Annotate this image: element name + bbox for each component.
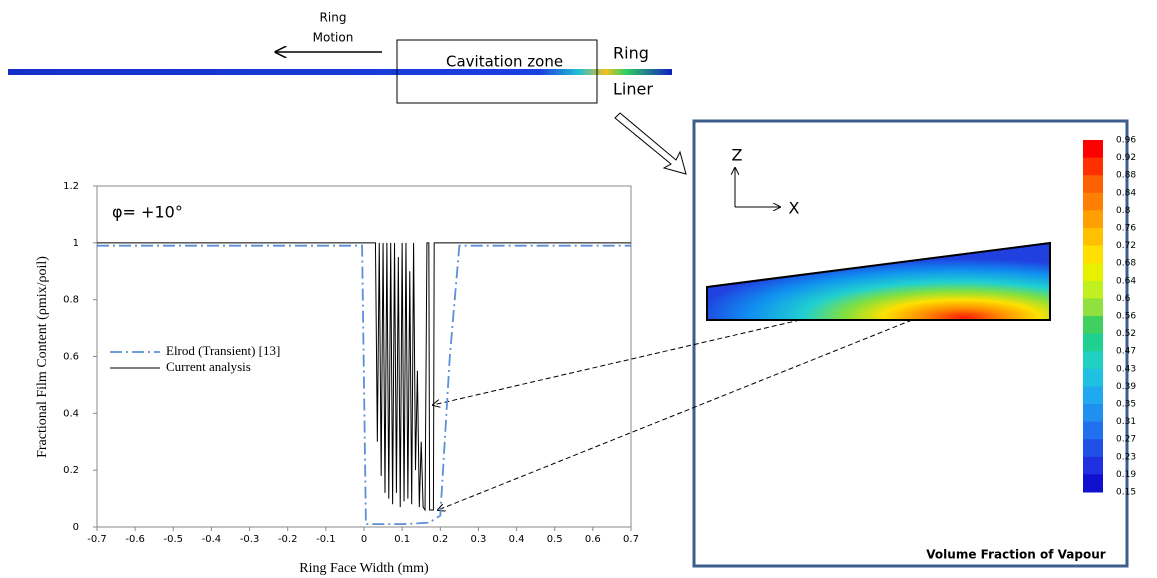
annotation: φ= +10° — [112, 203, 183, 222]
colorbar-band — [1083, 263, 1103, 282]
colorbar-label: 0.72 — [1116, 241, 1136, 251]
y-tick-label: 0.6 — [63, 352, 79, 363]
x-tick-label: 0.5 — [547, 534, 563, 545]
colorbar-label: 0.23 — [1116, 452, 1136, 462]
colorbar-label: 0.31 — [1116, 417, 1136, 427]
colorbar-band — [1083, 439, 1103, 458]
x-tick-label: 0.4 — [509, 534, 525, 545]
colorbar-label: 0.35 — [1116, 400, 1136, 410]
colorbar-band — [1083, 368, 1103, 387]
y-axis-title: Fractional Film Content (ρmix/ρoil) — [35, 256, 50, 458]
x-tick-label: -0.3 — [240, 534, 260, 545]
zone-box — [396, 39, 598, 104]
colorbar-band — [1083, 421, 1103, 440]
colorbar-band — [1083, 456, 1103, 475]
x-tick-label: -0.6 — [125, 534, 145, 545]
colorbar-label: 0.47 — [1116, 347, 1136, 357]
colorbar-label: 0.8 — [1116, 206, 1131, 216]
zone-label: Cavitation zone — [446, 53, 563, 71]
colorbar-band — [1083, 210, 1103, 229]
chart: -0.7 -0.6 -0.5 -0.4 -0.3 -0.2 -0.1 0 0.1 0.2 0.3 0.… — [35, 181, 639, 576]
series-line — [97, 242, 631, 512]
liner-label: Liner — [613, 80, 653, 99]
colorbar: 0.96 0.92 0.88 0.84 0.8 0.76 0.72 0.68 0.64 0.6 0.… — [1083, 136, 1136, 498]
legend-label: Current analysis — [166, 359, 251, 374]
colorbar-band — [1083, 157, 1103, 176]
colorbar-band — [1083, 298, 1103, 317]
oil-film — [8, 69, 672, 75]
colorbar-label: 0.84 — [1116, 188, 1136, 198]
colorbar-label: 0.43 — [1116, 364, 1136, 374]
colorbar-band — [1083, 351, 1103, 370]
x-tick-label: 0.7 — [623, 534, 639, 545]
colorbar-band — [1083, 192, 1103, 211]
callout-arrow — [433, 319, 801, 405]
colorbar-label: 0.92 — [1116, 153, 1136, 163]
colorbar-band — [1083, 280, 1103, 299]
colorbar-band — [1083, 474, 1103, 493]
colorbar-label: 0.88 — [1116, 171, 1136, 181]
colorbar-band — [1083, 404, 1103, 423]
colorbar-label: 0.19 — [1116, 470, 1136, 480]
colorbar-band — [1083, 333, 1103, 352]
series-line — [97, 244, 631, 526]
x-label: X — [789, 199, 800, 218]
x-tick-label: -0.4 — [202, 534, 222, 545]
callout-arrow — [438, 319, 913, 510]
legend-label: Elrod (Transient) [13] — [166, 343, 280, 358]
colorbar-label: 0.96 — [1116, 136, 1136, 146]
motion-label: Motion — [313, 31, 354, 45]
colorbar-label: 0.27 — [1116, 435, 1136, 445]
x-tick-label: -0.2 — [278, 534, 298, 545]
x-tick-label: -0.5 — [164, 534, 184, 545]
z-label: Z — [732, 146, 743, 165]
colorbar-label: 0.64 — [1116, 276, 1136, 286]
motion-label: Ring — [320, 11, 347, 25]
colorbar-band — [1083, 245, 1103, 264]
colorbar-band — [1083, 386, 1103, 405]
y-tick-label: 1 — [73, 238, 79, 249]
colorbar-band — [1083, 316, 1103, 335]
cavitation-contour — [706, 241, 1051, 321]
x-tick-label: 0.3 — [470, 534, 486, 545]
y-tick-label: 1.2 — [63, 181, 79, 192]
colorbar-label: 0.39 — [1116, 382, 1136, 392]
colorbar-band — [1083, 140, 1103, 159]
x-tick-label: -0.7 — [87, 534, 107, 545]
x-tick-label: 0.1 — [394, 534, 410, 545]
colorbar-band — [1083, 175, 1103, 194]
y-tick-label: 0.4 — [63, 408, 79, 419]
colorbar-label: 0.56 — [1116, 312, 1136, 322]
y-tick-label: 0.2 — [63, 465, 79, 476]
zoom-arrow — [614, 112, 687, 175]
colorbar-label: 0.52 — [1116, 329, 1136, 339]
x-tick-label: -0.1 — [316, 534, 336, 545]
colorbar-label: 0.68 — [1116, 259, 1136, 269]
colorbar-label: 0.15 — [1116, 488, 1136, 498]
x-tick-label: 0.2 — [432, 534, 448, 545]
colorbar-label: 0.6 — [1116, 294, 1131, 304]
colorbar-title: Volume Fraction of Vapour — [926, 548, 1105, 562]
x-axis-title: Ring Face Width (mm) — [299, 561, 429, 576]
colorbar-label: 0.76 — [1116, 224, 1136, 234]
colorbar-band — [1083, 228, 1103, 247]
y-tick-label: 0.8 — [63, 295, 79, 306]
contour-panel — [692, 119, 1129, 568]
y-tick-label: 0 — [73, 522, 79, 533]
x-tick-label: 0 — [361, 534, 367, 545]
ring-label: Ring — [613, 44, 649, 63]
x-tick-label: 0.6 — [585, 534, 601, 545]
